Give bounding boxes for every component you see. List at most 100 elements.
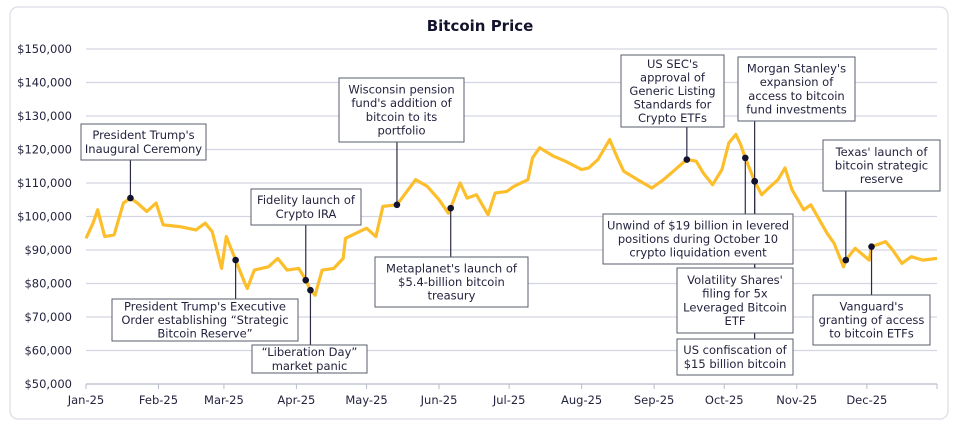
price-line xyxy=(84,132,938,297)
annotation-text: bitcoin to its xyxy=(366,110,437,124)
x-tick-label: Aug-25 xyxy=(561,393,602,407)
annotation-text: approval of xyxy=(640,70,706,84)
y-tick-label: $70,000 xyxy=(24,310,72,324)
annotation-text: $15 billion bitcoin xyxy=(684,357,787,371)
annotation-text: President Trump's Executive xyxy=(124,299,286,313)
y-tick-label: $140,000 xyxy=(17,76,72,90)
annotation-text: positions during October 10 xyxy=(618,232,778,246)
y-tick-label: $60,000 xyxy=(24,344,72,358)
annotation-text: “Liberation Day” xyxy=(262,345,358,359)
annotation-box-border xyxy=(602,213,794,265)
annotation-text: Standards for xyxy=(634,98,712,112)
annotation-text: US confiscation of xyxy=(683,343,787,357)
x-tick-label: Jun-25 xyxy=(420,393,458,407)
annotation-box-border xyxy=(338,77,465,143)
annotation-text: Metaplanet's launch of xyxy=(386,261,518,275)
annotation-text: Vanguard's xyxy=(840,299,904,313)
annotation-text: expansion of xyxy=(760,75,835,89)
x-tick-label: Dec-25 xyxy=(846,393,887,407)
annotation-text: President Trump's xyxy=(92,128,194,142)
annotation-marker xyxy=(447,204,455,212)
annotation-text: Morgan Stanley's xyxy=(747,62,846,76)
annotation-box-border xyxy=(737,56,856,122)
annotation-marker xyxy=(751,178,758,185)
annotation-text: US SEC's xyxy=(647,57,698,71)
annotation-text: market panic xyxy=(272,359,348,373)
annotation-box: Metaplanet's launch of$5.4-billion bitco… xyxy=(374,256,529,308)
chart-title: Bitcoin Price xyxy=(427,17,534,35)
annotation-box: US confiscation of$15 billion bitcoin xyxy=(676,338,794,376)
annotation-marker xyxy=(307,286,314,294)
annotation-box-border xyxy=(822,139,941,192)
annotation-marker xyxy=(868,243,875,250)
annotation-box: Volatility Shares'filing for 5xLeveraged… xyxy=(676,267,794,334)
annotation-text: Unwind of $19 billion in levered xyxy=(607,218,789,232)
annotation-text: Crypto ETFs xyxy=(638,111,707,125)
annotation-marker xyxy=(393,201,401,209)
x-tick-label: Feb-25 xyxy=(139,393,178,407)
annotation-text: fund investments xyxy=(746,102,847,116)
annotation-text: Crypto IRA xyxy=(276,207,337,221)
y-tick-label: $150,000 xyxy=(17,42,72,56)
annotation-text: bitcoin strategic xyxy=(835,159,928,173)
annotation-box-border xyxy=(250,188,362,226)
annotation-marker xyxy=(741,154,749,162)
annotation-text: Texas' launch of xyxy=(835,145,929,159)
y-tick-label: $110,000 xyxy=(17,176,72,190)
annotation-box-border xyxy=(620,54,725,128)
annotation-marker xyxy=(232,256,239,264)
y-tick-label: $120,000 xyxy=(17,143,72,157)
annotation-box: “Liberation Day”market panic xyxy=(251,344,368,374)
annotation-text: crypto liquidation event xyxy=(629,246,767,260)
annotation-text: access to bitcoin xyxy=(748,89,844,103)
annotation-box-border xyxy=(374,256,529,308)
x-tick-label: Nov-25 xyxy=(776,393,817,407)
annotation-box-border xyxy=(676,267,794,334)
x-tick-label: Sep-25 xyxy=(634,393,674,407)
annotation-text: Wisconsin pension xyxy=(348,83,454,97)
annotation-text: portfolio xyxy=(377,123,425,137)
annotation-box-border xyxy=(676,338,794,376)
x-tick-label: Jan-25 xyxy=(67,393,105,407)
annotation-text: treasury xyxy=(428,289,476,303)
x-tick-label: Oct-25 xyxy=(705,393,744,407)
annotation-marker xyxy=(683,156,691,163)
annotation-text: Volatility Shares' xyxy=(687,273,783,287)
annotation-box-border xyxy=(80,123,207,161)
annotation-text: $5.4-billion bitcoin xyxy=(398,275,505,289)
y-tick-label: $100,000 xyxy=(17,210,72,224)
annotation-box-border xyxy=(251,344,368,374)
annotation-text: to bitcoin ETFs xyxy=(829,327,914,341)
annotation-box-border xyxy=(111,298,299,342)
y-tick-label: $90,000 xyxy=(24,243,72,257)
annotation-marker xyxy=(842,256,850,264)
x-tick-label: Apr-25 xyxy=(277,393,315,407)
annotation-text: reserve xyxy=(860,172,903,186)
annotation-text: fund's addition of xyxy=(351,96,452,110)
x-tick-label: Jul-25 xyxy=(492,393,526,407)
x-tick-label: Mar-25 xyxy=(204,393,244,407)
y-tick-label: $130,000 xyxy=(17,109,72,123)
x-tick-label: May-25 xyxy=(345,393,387,407)
annotation-text: Bitcoin Reserve” xyxy=(157,327,252,341)
annotation-text: Fidelity launch of xyxy=(257,193,356,207)
annotation-marker xyxy=(302,276,310,284)
y-tick-label: $50,000 xyxy=(24,377,72,391)
annotation-box: Unwind of $19 billion in leveredposition… xyxy=(602,213,794,265)
annotation-text: ETF xyxy=(725,314,746,328)
annotation-text: Generic Listing xyxy=(629,84,715,98)
annotation-text: filing for 5x xyxy=(702,287,768,301)
annotation-text: Order establishing “Strategic xyxy=(121,313,288,327)
annotation-text: granting of access xyxy=(819,313,925,327)
y-tick-label: $80,000 xyxy=(24,277,72,291)
annotation-text: Leveraged Bitcoin xyxy=(683,300,787,314)
